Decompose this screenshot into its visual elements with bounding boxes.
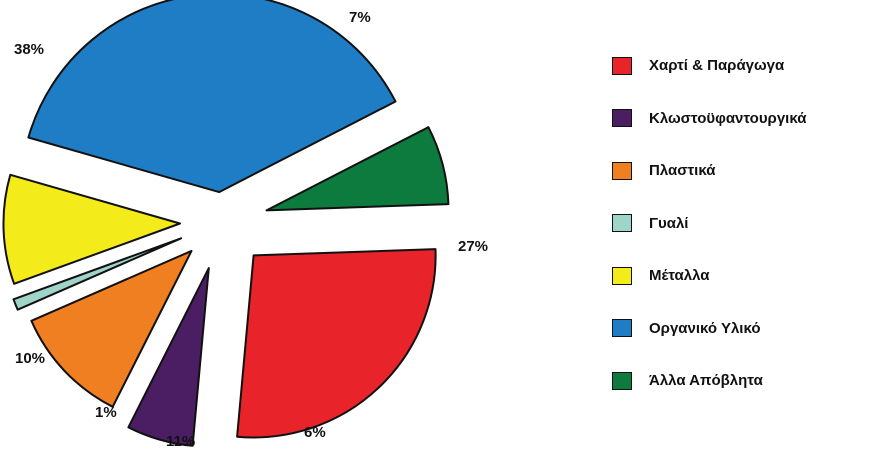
pie-label-paper: 27% [458,238,488,255]
pie-label-textiles: 6% [304,424,326,441]
legend-swatch-glass [612,214,632,232]
legend-swatch-plastics [612,161,632,180]
legend-item-metals: Μέταλλα [612,266,806,285]
pie-slice-plastics [30,249,193,408]
legend-label-other-waste: Άλλα Απόβλητα [649,372,763,389]
legend-swatch-paper [612,56,632,75]
legend-label-metals: Μέταλλα [649,267,710,284]
pie-label-organic: 38% [14,41,44,58]
pie-slices [2,0,450,447]
legend-item-textiles: Κλωστοϋφαντουργικά [612,109,806,128]
legend: Χαρτί & Παράγωγα Κλωστοϋφαντουργικά Πλασ… [612,56,806,424]
legend-item-paper: Χαρτί & Παράγωγα [612,56,806,75]
pie-label-plastics: 11% [166,433,195,450]
pie-slice-metals [2,173,181,285]
pie-value-labels: 27% 6% 11% 1% 10% 38% 7% [14,9,488,450]
pie-slice-other-waste [265,126,450,212]
legend-label-plastics: Πλαστικά [649,162,716,179]
legend-label-glass: Γυαλί [649,214,689,232]
legend-label-textiles: Κλωστοϋφαντουργικά [649,109,807,127]
legend-label-organic: Οργανικό Υλικό [649,319,761,337]
legend-swatch-textiles [612,109,632,127]
legend-swatch-organic [612,319,632,337]
legend-label-paper: Χαρτί & Παράγωγα [649,57,785,74]
legend-swatch-other-waste [612,371,632,390]
legend-swatch-metals [612,266,632,285]
legend-item-other-waste: Άλλα Απόβλητα [612,371,806,390]
legend-item-organic: Οργανικό Υλικό [612,319,806,338]
pie-label-glass: 1% [95,404,117,421]
pie-slice-glass [12,237,183,311]
pie-slice-textiles [127,267,210,447]
pie-slice-organic [27,0,397,194]
legend-item-plastics: Πλαστικά [612,161,806,180]
pie-label-metals: 10% [15,350,45,367]
legend-item-glass: Γυαλί [612,214,806,233]
pie-label-other-waste: 7% [349,9,371,26]
pie-slice-paper [236,248,437,439]
